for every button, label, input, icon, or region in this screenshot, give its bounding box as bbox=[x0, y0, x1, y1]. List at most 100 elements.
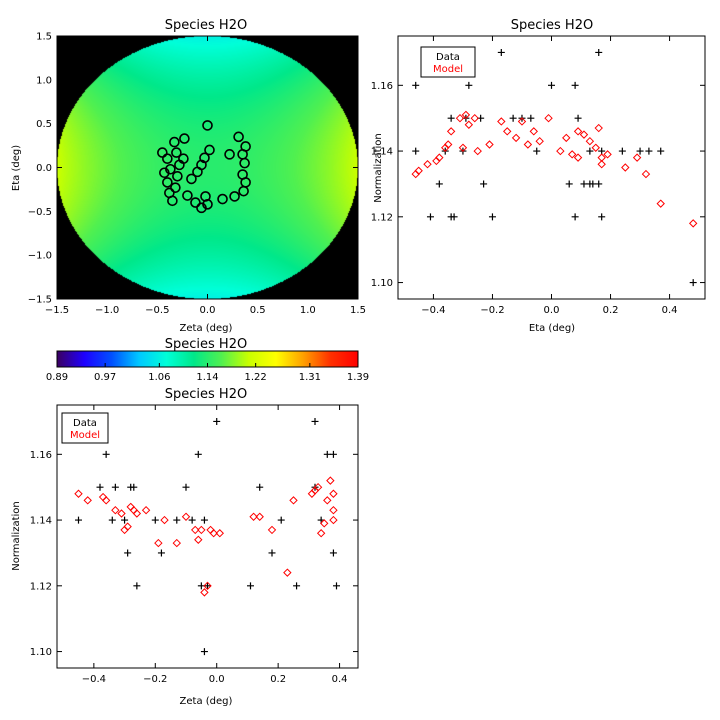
map-x-axis-title: Zeta (deg) bbox=[180, 323, 233, 334]
eta-model-point bbox=[573, 127, 583, 136]
eta-legend-data-label: Data bbox=[436, 52, 460, 63]
eta-data-point bbox=[689, 279, 697, 287]
position-marker bbox=[170, 182, 181, 193]
position-marker bbox=[167, 195, 178, 207]
zeta-data-point bbox=[173, 516, 181, 524]
eta-model-point bbox=[579, 130, 589, 139]
position-marker bbox=[224, 149, 235, 160]
zeta-model-point bbox=[194, 535, 203, 544]
zeta-data-point bbox=[188, 516, 196, 524]
zeta-model-point bbox=[203, 581, 212, 591]
zeta-y-axis-title: Normalization bbox=[11, 501, 22, 571]
zeta-data-point bbox=[200, 516, 208, 524]
zeta-model-point bbox=[83, 496, 92, 505]
eta-data-point bbox=[574, 114, 582, 122]
eta-legend-model-label: Model bbox=[433, 64, 463, 75]
eta-model-point bbox=[485, 140, 494, 149]
zeta-model-point bbox=[160, 515, 169, 525]
zeta-legend-model-label: Model bbox=[70, 430, 100, 441]
zeta-x-tick-label: 0.0 bbox=[209, 674, 225, 685]
eta-data-point bbox=[589, 180, 597, 188]
zeta-model-point bbox=[154, 538, 163, 548]
map-y-tick-label: 1.5 bbox=[36, 32, 52, 43]
map-axes: −1.5 −1.0 −0.5 0.0 0.5 1.0 1.5 −1.5 −1.0 −0.5 0.0 0… bbox=[28, 32, 366, 317]
eta-x-tick-label: 0.2 bbox=[603, 305, 619, 316]
eta-data-point bbox=[497, 48, 505, 56]
position-marker bbox=[186, 173, 197, 185]
eta-model-point bbox=[535, 136, 544, 146]
eta-data-point bbox=[548, 81, 555, 89]
eta-model-point bbox=[562, 133, 571, 143]
eta-legend: Data Model bbox=[420, 46, 476, 78]
eta-data-point bbox=[595, 180, 603, 188]
zeta-model-point bbox=[215, 529, 224, 538]
zeta-model-point bbox=[101, 496, 111, 505]
zeta-model-point bbox=[141, 505, 151, 515]
position-marker bbox=[190, 197, 201, 208]
eta-x-tick-label: −0.4 bbox=[421, 305, 445, 316]
eta-model-point bbox=[597, 160, 606, 169]
zeta-data-point bbox=[200, 648, 208, 656]
position-marker bbox=[162, 153, 173, 165]
eta-data-point bbox=[480, 180, 488, 188]
eta-model-point bbox=[497, 117, 506, 126]
zeta-legend: Data Model bbox=[61, 412, 109, 444]
zeta-data-point bbox=[293, 582, 301, 590]
eta-model-point bbox=[455, 113, 465, 123]
eta-x-tick-label: −0.2 bbox=[480, 305, 504, 316]
eta-data-point bbox=[465, 81, 473, 89]
eta-model-point bbox=[632, 153, 642, 162]
zeta-marks bbox=[74, 417, 340, 656]
zeta-data-point bbox=[124, 549, 132, 557]
zeta-data-point bbox=[329, 450, 337, 458]
zeta-data-point bbox=[247, 582, 254, 590]
zeta-model-point bbox=[181, 512, 191, 521]
zeta-model-point bbox=[200, 588, 209, 597]
zeta-model-point bbox=[74, 489, 83, 498]
eta-data-point bbox=[571, 213, 579, 221]
eta-y-tick-label: 1.12 bbox=[371, 212, 393, 223]
eta-x-tick-label: 0.0 bbox=[544, 305, 560, 316]
eta-model-point bbox=[641, 169, 651, 179]
zeta-data-point bbox=[194, 450, 202, 458]
zeta-data-point bbox=[130, 483, 138, 491]
colorbar-tick-label: 1.31 bbox=[299, 372, 321, 383]
zeta-x-tick-label: −0.4 bbox=[82, 674, 106, 685]
map-x-tick-label: −1.0 bbox=[95, 305, 119, 316]
zeta-model-point bbox=[326, 476, 335, 485]
zeta-model-point bbox=[267, 525, 277, 535]
eta-data-point bbox=[447, 114, 455, 122]
eta-data-point bbox=[586, 147, 594, 155]
eta-model-point bbox=[688, 219, 698, 228]
zeta-data-point bbox=[182, 483, 190, 491]
position-marker bbox=[179, 133, 190, 144]
map-y-tick-label: −0.5 bbox=[28, 207, 52, 218]
eta-model-point bbox=[411, 169, 420, 179]
zeta-data-point bbox=[157, 549, 165, 557]
eta-model-point bbox=[473, 146, 482, 156]
zeta-model-point bbox=[172, 538, 181, 548]
eta-panel: Species H2O −0.4 −0.2 0.0 0.2 0.4 1.10 1.12 1.1… bbox=[371, 18, 706, 334]
eta-model-point bbox=[556, 146, 565, 156]
zeta-data-point bbox=[323, 450, 331, 458]
eta-model-point bbox=[585, 136, 595, 146]
eta-model-point bbox=[591, 143, 600, 152]
position-marker bbox=[202, 120, 213, 131]
eta-data-point bbox=[618, 147, 626, 155]
zeta-data-point bbox=[256, 483, 264, 491]
colorbar-title: Species H2O bbox=[165, 337, 247, 352]
eta-model-point bbox=[567, 150, 577, 159]
position-marker bbox=[200, 191, 211, 202]
zeta-model-point bbox=[111, 505, 120, 515]
zeta-data-point bbox=[213, 417, 221, 425]
colorbar-axis: 0.89 0.97 1.06 1.14 1.22 1.31 1.39 bbox=[46, 363, 369, 383]
position-marker bbox=[182, 190, 193, 201]
eta-model-point bbox=[461, 110, 471, 120]
map-panel: Species H2O −1.5 −1.0 −0.5 0.0 0.5 1.0 1.5−1.5… bbox=[11, 18, 366, 334]
map-x-tick-label: 1.0 bbox=[300, 305, 316, 316]
position-marker bbox=[240, 141, 251, 152]
zeta-model-point bbox=[283, 568, 292, 577]
eta-data-point bbox=[598, 147, 606, 155]
eta-model-point bbox=[414, 166, 423, 175]
eta-model-point bbox=[458, 143, 468, 152]
